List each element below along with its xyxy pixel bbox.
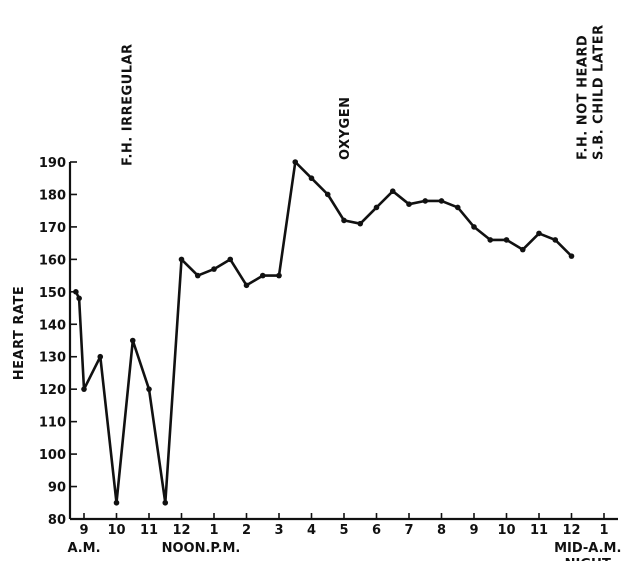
x-tick-label: 4 [307, 523, 316, 538]
annotation-label: F.H. NOT HEARD [575, 35, 590, 160]
x-tick-label: 12 [172, 523, 190, 538]
x-ticks: 9 10 11 12 1 2 3 4 5 6 7 8 9 10 11 12 1 [79, 513, 609, 538]
x-sublabel: A.M. [67, 541, 100, 556]
y-tick-label: 110 [39, 416, 66, 431]
y-tick-label: 140 [39, 318, 66, 333]
data-point [292, 159, 299, 165]
data-point [406, 201, 412, 207]
x-tick-label: 11 [140, 523, 158, 538]
data-point [568, 253, 575, 259]
data-point [341, 217, 347, 224]
data-point [389, 188, 396, 195]
data-point [178, 256, 185, 263]
x-tick-label: 9 [469, 523, 478, 538]
x-sublabel: NIGHT [565, 557, 611, 561]
series-group [73, 159, 575, 506]
data-point [113, 499, 120, 506]
data-point [211, 266, 217, 272]
x-tick-label: 2 [242, 523, 251, 538]
data-point [519, 246, 526, 253]
data-point [97, 353, 104, 360]
x-tick-label: 8 [437, 523, 446, 538]
x-tick-label: 1 [599, 523, 608, 538]
axes [68, 162, 618, 521]
data-point [357, 220, 364, 227]
annotations: F.H. IRREGULAR OXYGEN F.H. NOT HEARD S.B. C… [120, 24, 606, 166]
x-tick-label: 6 [372, 523, 381, 538]
data-point [422, 198, 429, 204]
data-point [454, 204, 461, 211]
y-tick-label: 170 [39, 221, 66, 236]
annotation-label: S.B. CHILD LATER [592, 24, 607, 160]
annotation-label: F.H. IRREGULAR [120, 43, 135, 166]
x-tick-label: 10 [497, 523, 515, 538]
data-point [536, 230, 542, 237]
data-point [487, 237, 494, 243]
y-tick-label: 120 [39, 383, 66, 398]
x-tick-label: 5 [339, 523, 348, 538]
x-tick-label: 7 [404, 523, 413, 538]
x-tick-label: 10 [107, 523, 125, 538]
annotation-label: OXYGEN [338, 97, 353, 160]
x-tick-label: 11 [530, 523, 548, 538]
data-point [76, 295, 82, 302]
data-point [73, 289, 79, 295]
y-ticks: 80 90 100 110 120 130 140 150 160 170 180 190 [39, 156, 77, 528]
data-point [438, 198, 445, 204]
data-point [162, 499, 169, 506]
data-point [324, 191, 331, 198]
data-point [471, 224, 477, 230]
x-sublabel: MID-A.M. [554, 541, 621, 556]
data-point [552, 237, 559, 243]
data-point [276, 272, 282, 279]
y-tick-label: 180 [39, 188, 66, 203]
series-line [74, 160, 573, 505]
data-point [227, 256, 234, 263]
x-tick-label: 1 [209, 523, 218, 538]
data-point [129, 337, 136, 344]
x-tick-label: 12 [562, 523, 580, 538]
x-tick-label: 3 [274, 523, 283, 538]
data-point [194, 272, 201, 279]
y-axis-label: HEART RATE [12, 286, 27, 380]
data-point [503, 237, 510, 243]
data-point [259, 272, 266, 279]
x-sublabel: NOON.P.M. [162, 541, 241, 556]
y-tick-label: 90 [48, 481, 66, 496]
data-point [146, 386, 152, 392]
data-point [308, 175, 315, 182]
x-tick-label: 9 [79, 523, 88, 538]
y-tick-label: 190 [39, 156, 66, 171]
y-tick-label: 130 [39, 351, 66, 366]
data-point [373, 204, 380, 211]
y-tick-label: 100 [39, 448, 66, 463]
y-tick-label: 150 [39, 286, 66, 301]
x-sublabels: A.M. NOON.P.M. MID-A.M.NIGHT [67, 541, 621, 561]
y-tick-label: 80 [48, 513, 66, 528]
y-tick-label: 160 [39, 253, 66, 268]
data-point [81, 386, 87, 392]
data-point [243, 282, 250, 289]
